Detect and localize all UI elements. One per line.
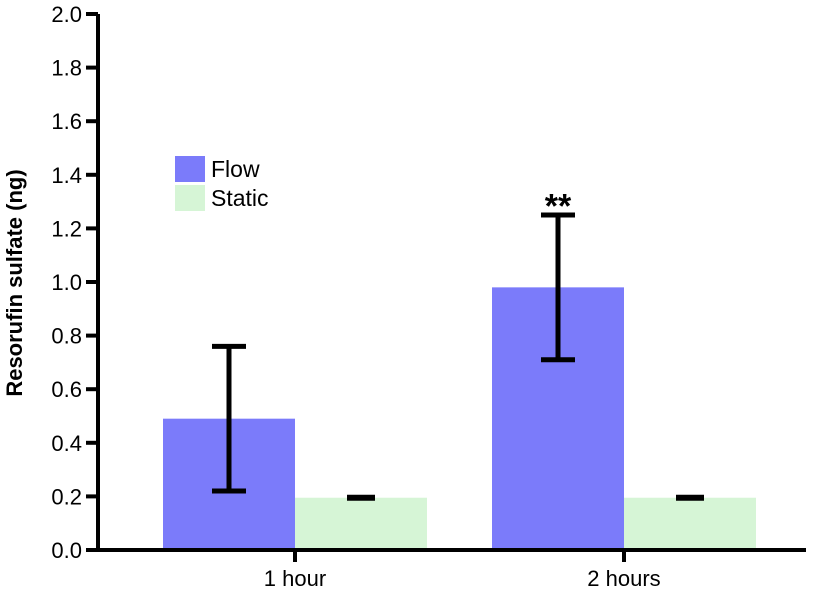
legend-swatch-flow: [175, 156, 205, 182]
y-tick-label: 1.8: [51, 56, 82, 81]
bar-static: [624, 497, 756, 550]
legend-label-static: Static: [211, 185, 269, 211]
y-tick-label: 0.8: [51, 324, 82, 349]
y-tick-label: 1.6: [51, 109, 82, 134]
y-tick-label: 0.6: [51, 377, 82, 402]
y-axis-title: Resorufin sulfate (ng): [2, 169, 27, 396]
y-tick-label: 0.0: [51, 538, 82, 563]
significance-marker: **: [545, 188, 572, 226]
bar-static: [295, 497, 427, 550]
y-tick-label: 2.0: [51, 2, 82, 27]
error-bars-layer: [212, 212, 704, 501]
x-tick-label: 2 hours: [587, 566, 660, 591]
legend-swatch-static: [175, 185, 205, 211]
y-tick-label: 1.0: [51, 270, 82, 295]
x-tick-label: 1 hour: [264, 566, 326, 591]
y-tick-label: 1.4: [51, 163, 82, 188]
legend-label-flow: Flow: [211, 156, 260, 182]
y-tick-label: 0.2: [51, 484, 82, 509]
bars-layer: [163, 287, 756, 550]
annotations: **: [545, 188, 572, 226]
legend: Flow Static: [175, 156, 269, 211]
x-ticks: 1 hour 2 hours: [264, 550, 661, 591]
y-tick-label: 0.4: [51, 431, 82, 456]
y-ticks: 0.0 0.2 0.4 0.6 0.8 1.0 1.2 1.4 1.6 1.8 2.0: [51, 2, 98, 563]
y-tick-label: 1.2: [51, 216, 82, 241]
